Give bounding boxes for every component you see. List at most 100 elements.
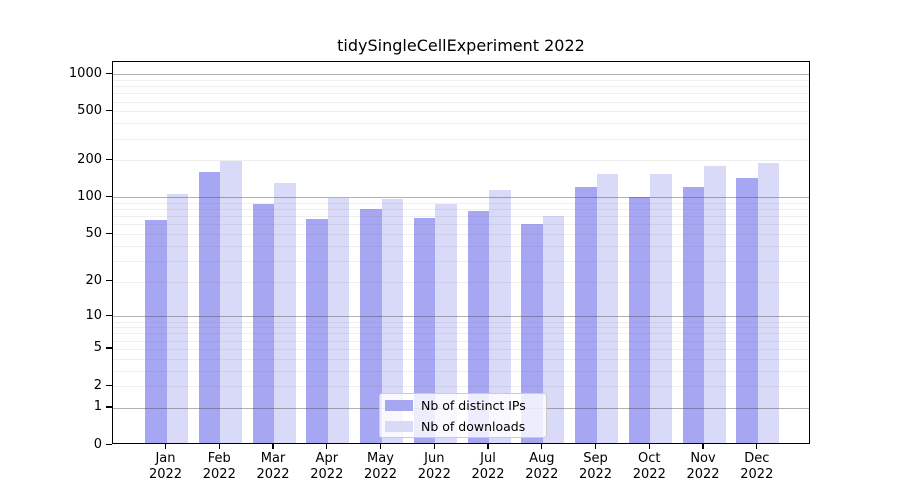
y-tick-label-5: 5: [93, 340, 102, 356]
legend-label-distinct-ips: Nb of distinct IPs: [421, 397, 526, 413]
y-tick-mark-100: [106, 195, 112, 198]
x-tick-year: 2022: [363, 467, 398, 482]
bar-ips-apr: [306, 218, 328, 443]
x-tick-year: 2022: [686, 467, 720, 482]
bar-ips-may: [360, 208, 382, 443]
x-tick-month: Oct: [638, 451, 661, 466]
x-tick-month: Jan: [155, 451, 176, 466]
legend-row-downloads: Nb of downloads: [385, 416, 546, 437]
x-tick-mark-oct: [648, 444, 650, 449]
x-tick-mark-jul: [487, 444, 489, 449]
y-tick-mark-1: [106, 406, 112, 408]
bar-ips-oct: [628, 197, 651, 443]
bar-downloads-sep: [596, 174, 618, 443]
bar-downloads-aug: [542, 215, 565, 443]
y-tick-label-1000: 1000: [68, 65, 102, 81]
x-tick-label-sep: Sep 2022: [568, 451, 624, 483]
x-tick-month: Nov: [690, 451, 716, 466]
y-tick-mark-2: [106, 384, 112, 386]
x-tick-label-jun: Jun 2022: [406, 451, 462, 483]
bar-downloads-dec: [757, 163, 780, 443]
legend: Nb of distinct IPs Nb of downloads: [379, 393, 547, 438]
x-tick-month: Dec: [744, 451, 770, 466]
y-tick-label-500: 500: [77, 102, 102, 118]
x-tick-year: 2022: [578, 467, 613, 482]
x-tick-month: Aug: [529, 451, 555, 466]
x-tick-month: Apr: [315, 451, 339, 466]
plot-area: Nb of distinct IPs Nb of downloads: [112, 61, 810, 444]
legend-label-downloads: Nb of downloads: [421, 418, 526, 434]
x-tick-year: 2022: [256, 467, 290, 482]
x-tick-mark-nov: [702, 444, 704, 449]
x-tick-mark-mar: [272, 444, 274, 449]
y-tick-label-200: 200: [77, 151, 102, 167]
chart-title: tidySingleCellExperiment 2022: [337, 36, 585, 55]
bar-ips-mar: [252, 204, 274, 443]
x-tick-mark-apr: [326, 444, 328, 449]
x-tick-label-dec: Dec 2022: [729, 451, 785, 483]
x-tick-label-feb: Feb 2022: [191, 451, 247, 483]
x-tick-label-jul: Jul 2022: [460, 451, 516, 483]
x-tick-month: Jul: [480, 451, 496, 466]
x-tick-month: Mar: [260, 451, 286, 466]
legend-row-distinct-ips: Nb of distinct IPs: [385, 395, 546, 416]
x-tick-year: 2022: [740, 467, 774, 482]
legend-swatch-downloads: [385, 420, 413, 432]
y-tick-label-100: 100: [77, 188, 102, 204]
x-tick-mark-jan: [164, 444, 167, 449]
y-tick-mark-5: [106, 347, 112, 349]
x-tick-label-aug: Aug 2022: [514, 451, 570, 483]
x-tick-month: Sep: [583, 451, 608, 466]
bar-layer: [113, 62, 809, 443]
x-tick-mark-sep: [594, 444, 597, 449]
bar-ips-jul: [467, 210, 489, 443]
x-tick-month: May: [367, 451, 394, 466]
legend-swatch-distinct-ips: [385, 399, 413, 411]
x-tick-year: 2022: [417, 467, 451, 482]
x-tick-mark-may: [379, 444, 382, 449]
x-tick-mark-dec: [756, 444, 758, 449]
x-tick-label-jan: Jan 2022: [138, 451, 194, 483]
bar-downloads-may: [381, 199, 403, 443]
y-tick-label-10: 10: [85, 307, 102, 323]
bar-ips-jun: [413, 217, 436, 443]
x-tick-month: Jun: [424, 451, 445, 466]
bar-downloads-jun: [435, 203, 457, 443]
x-tick-year: 2022: [310, 467, 344, 482]
x-tick-label-apr: Apr 2022: [299, 451, 355, 483]
x-tick-year: 2022: [148, 467, 183, 482]
bar-downloads-nov: [704, 166, 726, 443]
bar-ips-dec: [736, 178, 758, 443]
x-tick-mark-aug: [541, 444, 543, 449]
x-tick-year: 2022: [525, 467, 559, 482]
x-tick-mark-jun: [433, 444, 435, 449]
y-tick-mark-200: [106, 158, 112, 161]
y-tick-mark-0: [106, 443, 112, 445]
y-tick-label-50: 50: [85, 225, 102, 241]
x-tick-label-nov: Nov 2022: [675, 451, 731, 483]
bar-downloads-feb: [220, 161, 242, 443]
y-tick-label-20: 20: [85, 273, 102, 289]
x-tick-year: 2022: [471, 467, 505, 482]
bar-downloads-apr: [327, 198, 350, 443]
bar-ips-feb: [198, 171, 221, 443]
y-tick-mark-500: [106, 109, 112, 112]
bar-ips-aug: [521, 223, 543, 443]
y-tick-label-2: 2: [93, 377, 102, 393]
x-tick-year: 2022: [632, 467, 666, 482]
x-tick-month: Feb: [207, 451, 231, 466]
x-tick-label-mar: Mar 2022: [245, 451, 301, 483]
y-tick-label-1: 1: [93, 399, 102, 415]
y-tick-mark-1000: [106, 72, 112, 75]
y-tick-mark-20: [106, 280, 112, 282]
bar-downloads-jul: [489, 189, 511, 443]
x-tick-label-oct: Oct 2022: [621, 451, 677, 483]
y-tick-mark-50: [106, 232, 112, 234]
bar-downloads-jan: [166, 194, 188, 443]
bar-ips-sep: [575, 187, 597, 443]
bar-ips-jan: [145, 220, 167, 443]
bar-downloads-mar: [274, 182, 296, 443]
y-tick-label-0: 0: [93, 436, 102, 452]
bar-downloads-oct: [650, 174, 672, 443]
